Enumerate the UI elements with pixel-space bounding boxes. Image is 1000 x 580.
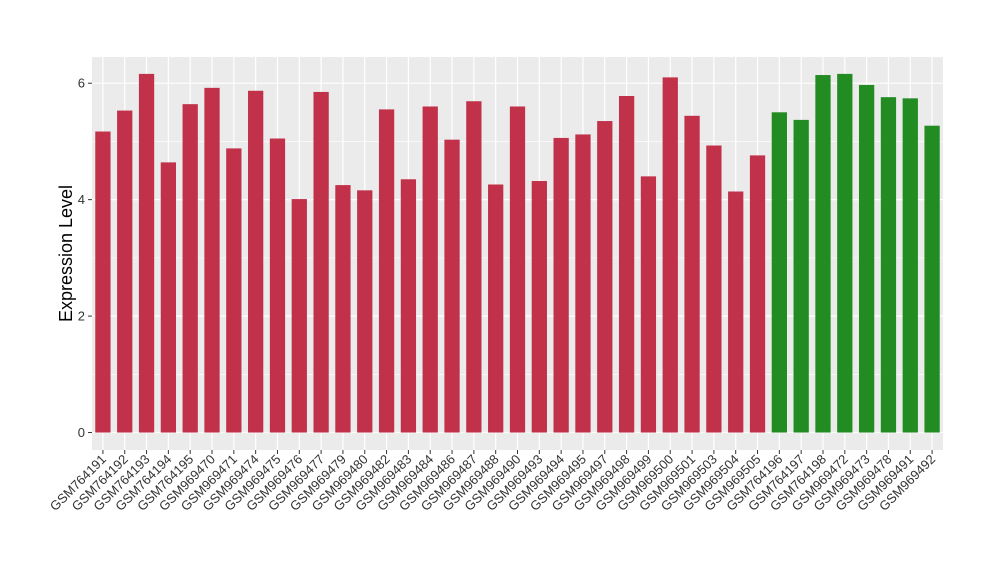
bar [597, 121, 613, 433]
bar [880, 97, 897, 433]
bar [160, 162, 177, 433]
bar [466, 101, 482, 433]
bar [138, 73, 155, 433]
bar [640, 176, 657, 433]
bar [226, 148, 242, 433]
bar [749, 155, 766, 433]
y-tick-label: 0 [78, 425, 85, 440]
bar [858, 84, 875, 433]
bar [509, 106, 526, 433]
bar [902, 98, 918, 433]
bar [291, 199, 307, 433]
x-axis: GSM764191GSM764192GSM764193GSM764194GSM7… [47, 450, 938, 514]
bar [684, 115, 700, 433]
bar [248, 90, 264, 433]
bar [335, 185, 351, 433]
bar [618, 96, 635, 433]
bar [815, 75, 831, 433]
bar [117, 110, 133, 433]
y-tick-label: 2 [78, 309, 85, 324]
bar [400, 179, 417, 433]
bar [269, 138, 286, 433]
bar [444, 139, 460, 433]
bar [553, 137, 569, 433]
bar [357, 190, 373, 433]
bar [95, 131, 111, 433]
bar [313, 91, 329, 433]
bar [771, 112, 787, 433]
y-axis-title: Expression Level [56, 185, 76, 322]
bar [924, 125, 940, 433]
bar [422, 106, 438, 433]
bar [531, 181, 547, 433]
bar [182, 104, 198, 433]
bar [378, 109, 395, 433]
bar [204, 87, 220, 433]
y-axis: 0 2 4 6 [78, 76, 92, 440]
bar [793, 119, 809, 433]
bar [662, 77, 678, 433]
y-tick-label: 4 [78, 192, 85, 207]
bar [837, 73, 853, 433]
bar [488, 184, 504, 433]
y-tick-label: 6 [78, 76, 85, 91]
bar [575, 134, 591, 433]
bar-series [95, 73, 940, 433]
bar [728, 191, 744, 433]
bar [706, 145, 722, 433]
